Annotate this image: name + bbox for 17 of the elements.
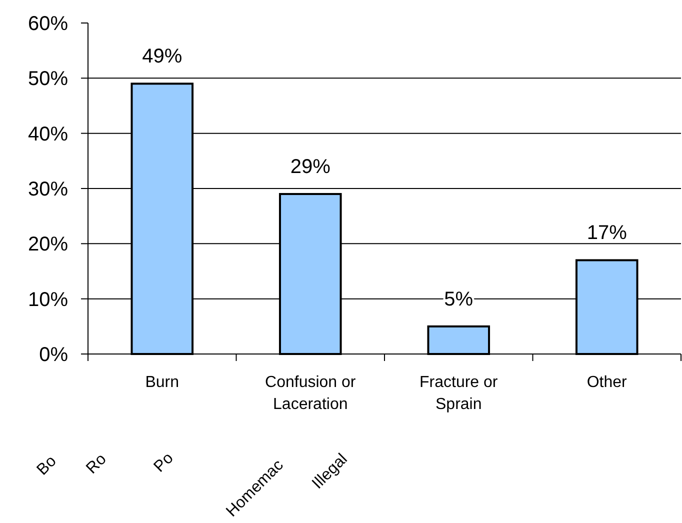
y-tick-label: 40% — [28, 123, 68, 146]
data-label: 49% — [142, 46, 182, 68]
data-label: 29% — [290, 156, 331, 178]
text: Po — [150, 450, 177, 476]
data-label: 17% — [586, 222, 628, 244]
x-tick-label: Other — [586, 374, 628, 391]
y-tick-label: 10% — [28, 288, 68, 311]
y-tick-label: 20% — [28, 234, 68, 256]
text: Ro — [83, 450, 110, 478]
y-tick-label: 60% — [28, 13, 68, 35]
x-tick-label: Fracture or Sprain — [420, 374, 498, 413]
text: Bo — [34, 452, 60, 479]
x-tick-label: Confusion or Laceration — [265, 374, 356, 413]
y-tick-label: 30% — [28, 178, 68, 200]
y-tick-label: 50% — [28, 68, 68, 90]
x-tick-label: Burn — [145, 374, 180, 391]
y-tick-label: 0% — [39, 344, 68, 366]
